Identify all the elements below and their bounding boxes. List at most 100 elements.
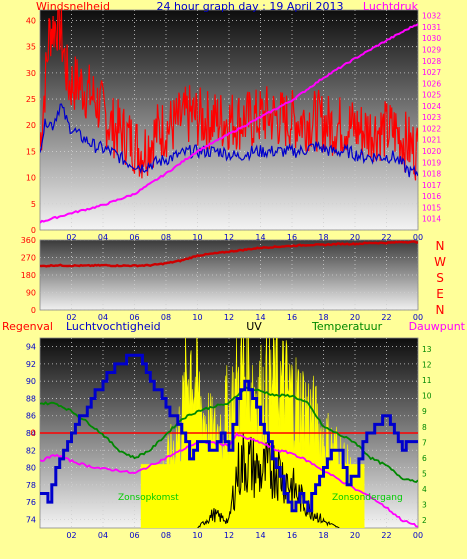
x-tick-label: 14 [255,233,265,242]
right-tick-label: 11 [422,376,432,385]
x-tick-label: 02 [66,313,76,322]
direction-grid [39,239,419,311]
zonsondergang-label: Zonsondergang [332,493,403,503]
x-tick-label: 22 [381,531,391,540]
left-tick-label: 76 [26,498,36,507]
right-tick-label: 1025 [422,91,441,100]
right-tick-label: 8 [422,423,427,432]
left-tick-label: 90 [26,289,36,298]
humidity-line [40,353,418,513]
x-tick-label: 18 [318,531,328,540]
left-tick-label: 5 [31,200,36,209]
x-tick-label: 16 [287,233,297,242]
left-tick-label: 360 [21,236,36,245]
wind-grid [39,9,419,231]
x-tick-label: 10 [192,531,202,540]
right-tick-label: 1016 [422,192,441,201]
x-tick-label: 12 [224,313,234,322]
right-tick-label: 9 [422,407,427,416]
compass-w: W [434,255,446,269]
temperatuur-label: Temperatuur [311,320,383,333]
direction-series [40,240,418,268]
right-tick-label: 1018 [422,170,441,179]
x-tick-label: 12 [224,531,234,540]
left-tick-label: 84 [26,429,36,438]
x-tick-label: 16 [287,531,297,540]
right-tick-label: 10 [422,392,432,401]
x-tick-label: 04 [98,531,108,540]
right-tick-label: 6 [422,454,427,463]
compass-n-top: N [436,239,445,253]
right-tick-label: 1020 [422,147,441,156]
x-tick-label: 00 [413,531,423,540]
x-tick-label: 06 [129,233,139,242]
right-tick-label: 1015 [422,203,441,212]
right-tick-label: 1032 [422,12,441,21]
left-tick-label: 180 [21,271,36,280]
x-tick-label: 04 [98,313,108,322]
x-tick-label: 14 [255,531,265,540]
left-tick-label: 35 [26,43,36,52]
wind-series [40,10,418,224]
left-tick-label: 94 [26,343,36,352]
left-tick-label: 82 [26,446,36,455]
x-tick-label: 22 [381,233,391,242]
x-tick-label: 00 [413,233,423,242]
right-tick-label: 1014 [422,215,441,224]
pressure-axis-title: Luchtdruk [363,0,419,13]
right-tick-label: 1023 [422,113,441,122]
x-tick-label: 14 [255,313,265,322]
wind-average-line [40,103,418,178]
right-tick-label: 7 [422,438,427,447]
right-tick-label: 5 [422,469,427,478]
right-tick-label: 2 [422,516,427,525]
right-tick-label: 13 [422,345,432,354]
x-tick-label: 08 [161,313,171,322]
right-tick-label: 1017 [422,181,441,190]
left-tick-label: 0 [31,226,36,235]
right-tick-label: 1030 [422,34,441,43]
regenval-label: Regenval [2,320,53,333]
x-tick-label: 20 [350,233,360,242]
left-tick-label: 92 [26,360,36,369]
x-tick-label: 02 [66,233,76,242]
graph-title: 24 hour graph day : 19 April 2013 [157,0,344,13]
right-tick-label: 1019 [422,158,441,167]
left-tick-label: 40 [26,16,36,25]
x-tick-label: 22 [381,313,391,322]
left-tick-label: 80 [26,464,36,473]
x-tick-label: 18 [318,313,328,322]
temperature-line [40,386,418,483]
left-tick-label: 90 [26,377,36,386]
x-tick-label: 20 [350,313,360,322]
axis-labels: 0510152025303540101410151016101710181019… [21,12,442,540]
wind-direction-line [40,240,418,268]
right-tick-label: 12 [422,360,432,369]
left-tick-label: 0 [31,306,36,315]
right-tick-label: 1026 [422,79,441,88]
left-tick-label: 10 [26,174,36,183]
panel-frame [39,239,419,311]
x-tick-label: 02 [66,531,76,540]
x-tick-label: 04 [98,233,108,242]
left-tick-label: 86 [26,412,36,421]
x-tick-label: 10 [192,313,202,322]
right-tick-label: 1021 [422,136,441,145]
x-tick-label: 06 [129,531,139,540]
luchtvochtigheid-label: Luchtvochtigheid [66,320,161,333]
compass-n-bottom: N [436,303,445,317]
right-tick-label: 1031 [422,23,441,32]
right-tick-label: 1024 [422,102,441,111]
left-tick-label: 20 [26,121,36,130]
x-tick-label: 08 [161,531,171,540]
uv-label: UV [246,320,262,333]
zonsopkomst-label: Zonsopkomst [118,493,179,503]
wind-axis-title: Windsnelheid [36,0,110,13]
right-tick-label: 3 [422,501,427,510]
left-tick-label: 78 [26,481,36,490]
wind-gust-line [40,10,418,181]
x-tick-label: 10 [192,233,202,242]
x-tick-label: 20 [350,531,360,540]
regen-axis-zero: 0 [30,429,36,439]
